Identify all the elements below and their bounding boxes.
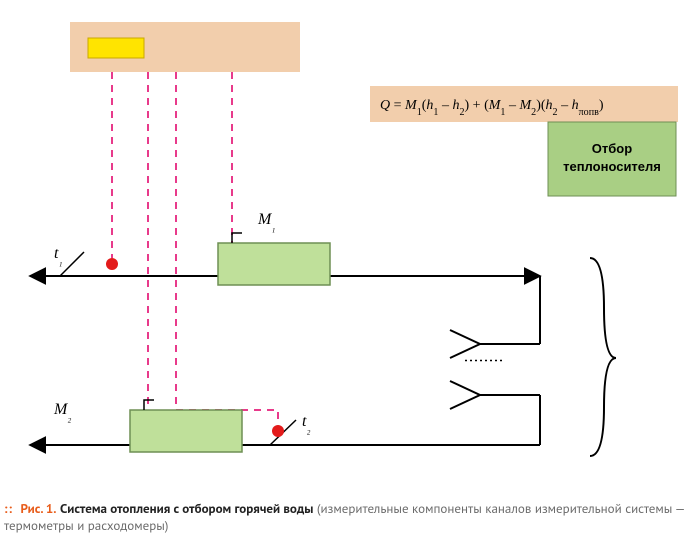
curly-brace-icon bbox=[590, 258, 616, 456]
figure-caption: :: Рис. 1. Система отопления с отбором г… bbox=[0, 500, 700, 535]
flowmeter-m2 bbox=[130, 410, 242, 452]
sensor-t2-label: t₂ bbox=[302, 413, 310, 435]
caption-bullets: :: bbox=[4, 500, 13, 517]
branch-arrow-1-icon bbox=[450, 330, 480, 358]
diagram-canvas: Q = M1(h1 – h2) + (M1 – M2)(h2 – hπопв)О… bbox=[0, 0, 700, 543]
sensor-t1-icon bbox=[106, 258, 118, 270]
caption-title: Система отопления с отбором горячей воды bbox=[60, 500, 313, 517]
offtake-label-1: Отбор bbox=[592, 141, 632, 156]
flowmeter-m1-label: M₁ bbox=[257, 211, 275, 233]
sensor-t2-icon bbox=[272, 425, 284, 437]
sensor-t1-label: t₁ bbox=[54, 245, 62, 267]
flowmeter-m1 bbox=[218, 243, 330, 285]
offtake-label-2: теплоносителя bbox=[563, 159, 661, 174]
branch-arrow-2-icon bbox=[450, 381, 480, 409]
controller-display bbox=[88, 38, 144, 58]
flowmeter-m2-label: M₂ bbox=[53, 401, 71, 423]
caption-fig: Рис. 1. bbox=[20, 500, 56, 517]
